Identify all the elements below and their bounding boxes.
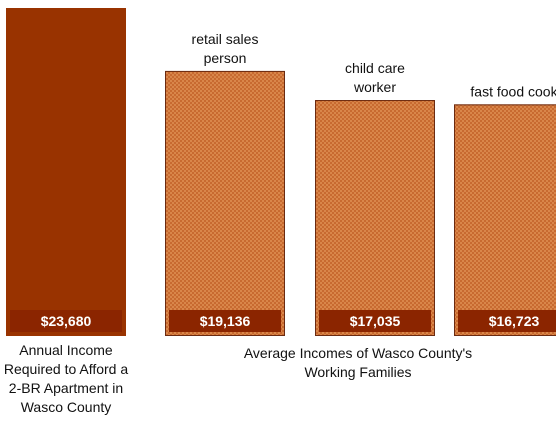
group-label-line-1: Average Incomes of Wasco County's	[244, 345, 472, 361]
bar-child-care-worker	[315, 100, 435, 336]
value-label-annual-income-required-to-afford-a-2-br-apartment-in-wasco-county: $23,680	[41, 313, 92, 329]
bar-outline-retail-sales-person	[165, 70, 285, 336]
category-labels: Annual Income Required to Afford a 2-BR Ap…	[4, 31, 556, 415]
category-label-annual-income-required-to-afford-a-2-br-apartment-in-wasco-county-line-3: 2-BR Apartment in	[9, 380, 123, 396]
category-label-retail-sales-person-line-1: retail sales	[192, 31, 259, 47]
category-label-annual-income-required-to-afford-a-2-br-apartment-in-wasco-county-line-2: Required to Afford a	[4, 361, 128, 377]
value-label-fast-food-cook: $16,723	[489, 313, 540, 329]
bar-fast-food-cook	[454, 104, 556, 336]
value-label-box-child-care-worker	[319, 310, 431, 332]
bar-annual-income-required-to-afford-a-2-br-apartment-in-wasco-county	[6, 8, 126, 336]
bar-outline-fast-food-cook	[454, 104, 556, 337]
value-label-child-care-worker: $17,035	[350, 313, 401, 329]
category-label-fast-food-cook-line-1: fast food cook	[470, 83, 556, 99]
category-label-annual-income-required-to-afford-a-2-br-apartment-in-wasco-county-line-1: Annual Income	[19, 342, 113, 358]
value-label-box-annual-income-required-to-afford-a-2-br-apartment-in-wasco-county	[10, 310, 122, 332]
category-label-annual-income-required-to-afford-a-2-br-apartment-in-wasco-county-line-4: Wasco County	[21, 399, 112, 415]
value-label-box-fast-food-cook	[458, 310, 556, 332]
bar-retail-sales-person	[165, 70, 285, 336]
value-labels: $23,680 $19,136 $17,035 $16,723	[10, 310, 556, 332]
category-label-child-care-worker-line-1: child care	[345, 60, 405, 76]
group-label-line-2: Working Families	[304, 364, 411, 380]
value-label-box-retail-sales-person	[169, 310, 281, 332]
bar-outline-child-care-worker	[315, 100, 435, 336]
bars	[6, 8, 556, 337]
category-label-child-care-worker-line-2: worker	[353, 79, 396, 95]
value-label-retail-sales-person: $19,136	[200, 313, 251, 329]
category-label-retail-sales-person-line-2: person	[204, 50, 247, 66]
